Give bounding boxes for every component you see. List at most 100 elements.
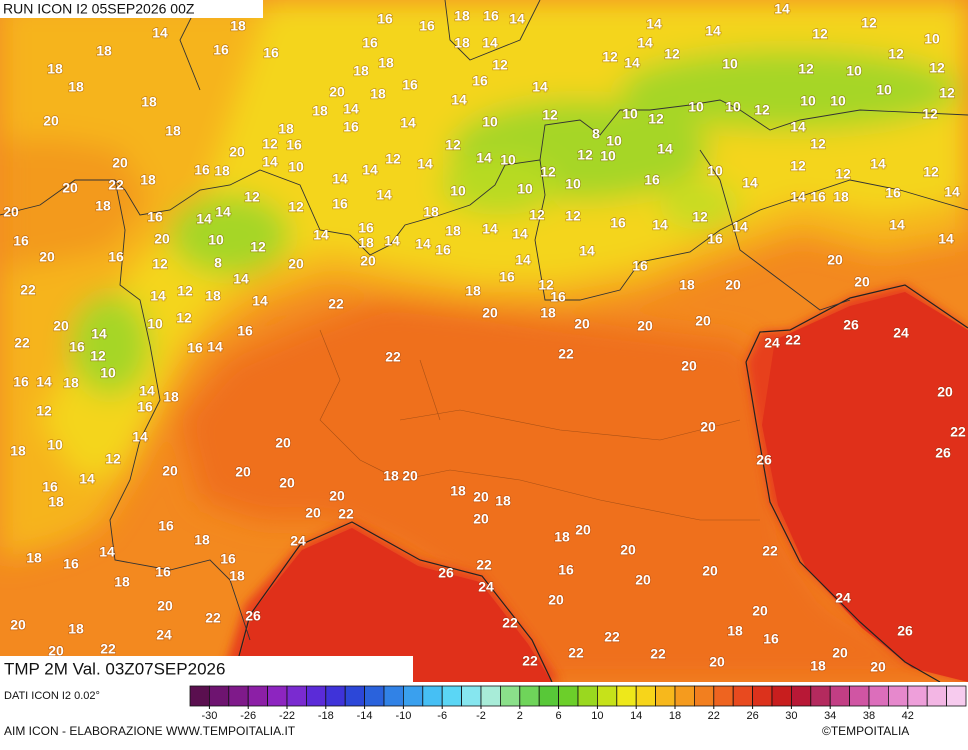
temp-label: 20 xyxy=(162,463,178,479)
colorbar-box xyxy=(888,685,909,707)
colorbar-label: -10 xyxy=(395,710,411,722)
colorbar-box xyxy=(655,685,676,707)
temp-label: 20 xyxy=(157,598,173,614)
colorbar-box xyxy=(519,685,540,707)
temp-label: 20 xyxy=(288,256,304,272)
temp-label: 24 xyxy=(764,335,780,351)
colorbar-box xyxy=(441,685,463,707)
temp-label: 20 xyxy=(402,468,418,484)
temp-label: 20 xyxy=(620,542,636,558)
colorbar-box xyxy=(538,685,560,707)
borders xyxy=(0,0,968,641)
temp-label: 14 xyxy=(400,115,416,131)
temp-label: 20 xyxy=(832,645,848,661)
temp-label: 24 xyxy=(156,627,172,643)
temp-label: 12 xyxy=(692,209,708,225)
temp-label: 22 xyxy=(604,629,620,645)
temp-label: 16 xyxy=(155,564,171,580)
colorbar-box xyxy=(810,685,831,707)
temp-label: 14 xyxy=(732,219,748,235)
colorbar-box xyxy=(791,685,812,707)
field-box xyxy=(0,656,413,682)
temp-label: 10 xyxy=(622,106,638,122)
colorbar-box xyxy=(480,685,501,707)
temp-label: 14 xyxy=(742,175,758,191)
temp-label: 10 xyxy=(606,133,622,149)
temp-label: 14 xyxy=(384,233,400,249)
temp-label: 18 xyxy=(10,443,26,459)
temp-label: 18 xyxy=(383,468,399,484)
temp-label: 22 xyxy=(950,424,966,440)
temp-label: 14 xyxy=(139,383,155,399)
temp-label: 18 xyxy=(370,86,386,102)
temp-label: 18 xyxy=(141,94,157,110)
temp-label: 10 xyxy=(722,56,738,72)
temp-label: 18 xyxy=(230,18,246,34)
temp-label: 16 xyxy=(558,562,574,578)
temp-label: 12 xyxy=(648,111,664,127)
run-title: RUN ICON I2 05SEP2026 00Z xyxy=(3,1,195,17)
temp-label: 12 xyxy=(810,136,826,152)
temp-label: 20 xyxy=(360,253,376,269)
temp-label: 14 xyxy=(657,141,673,157)
colorbar: -30 -26 -22 -18 -14 -10 -6 -2 2 6 10 14 18 22 26 30 34 38… xyxy=(189,685,967,722)
credit: AIM ICON - ELABORAZIONE WWW.TEMPOITALIA.… xyxy=(4,724,296,738)
temp-label: 26 xyxy=(843,317,859,333)
temp-label: 22 xyxy=(14,335,30,351)
temp-label: 14 xyxy=(944,184,960,200)
temp-label: 20 xyxy=(681,358,697,374)
temp-label: 14 xyxy=(476,150,492,166)
colorbar-box xyxy=(383,685,404,707)
temp-label: 16 xyxy=(194,162,210,178)
temp-label: 10 xyxy=(100,365,116,381)
temp-label: 16 xyxy=(707,231,723,247)
temp-label: 20 xyxy=(39,249,55,265)
temp-label: 20 xyxy=(752,603,768,619)
temp-label: 16 xyxy=(885,185,901,201)
temp-label: 14 xyxy=(252,293,268,309)
temp-label: 10 xyxy=(517,181,533,197)
colorbar-box xyxy=(325,685,346,707)
temp-label: 12 xyxy=(798,61,814,77)
temp-label: 16 xyxy=(69,339,85,355)
temp-label: 16 xyxy=(108,249,124,265)
temp-label: 10 xyxy=(707,163,723,179)
temp-label: 12 xyxy=(812,26,828,42)
colorbar-box xyxy=(286,685,307,707)
temp-label: 12 xyxy=(565,208,581,224)
temp-label: 16 xyxy=(377,11,393,27)
colorbar-label: 18 xyxy=(669,710,681,722)
temp-label: 18 xyxy=(205,288,221,304)
temp-label: 24 xyxy=(893,325,909,341)
temp-label: 22 xyxy=(558,346,574,362)
colorbar-box xyxy=(732,685,754,707)
temp-label: 20 xyxy=(637,318,653,334)
temp-label: 16 xyxy=(632,258,648,274)
temp-label: 10 xyxy=(500,152,516,168)
temp-label: 16 xyxy=(402,77,418,93)
temp-label: 14 xyxy=(196,211,212,227)
temp-label: 18 xyxy=(68,79,84,95)
temp-label: 18 xyxy=(554,529,570,545)
temp-label: 12 xyxy=(262,136,278,152)
temp-label: 16 xyxy=(286,137,302,153)
colorbar-label: -2 xyxy=(476,710,486,722)
temp-label: 18 xyxy=(833,189,849,205)
colorbar-label: -14 xyxy=(357,710,373,722)
temp-label: 24 xyxy=(835,590,851,606)
temp-label: 14 xyxy=(512,226,528,242)
colorbar-box xyxy=(713,685,734,707)
temp-label: 18 xyxy=(495,493,511,509)
temp-label: 16 xyxy=(472,73,488,89)
colorbar-box xyxy=(228,685,249,707)
temp-label: 20 xyxy=(702,563,718,579)
temp-label: 14 xyxy=(233,271,249,287)
temp-label: 10 xyxy=(482,114,498,130)
temp-label: 14 xyxy=(36,374,52,390)
temp-label: 10 xyxy=(830,93,846,109)
colorbar-label: -18 xyxy=(318,710,334,722)
temp-label: 22 xyxy=(502,615,518,631)
temp-label: 22 xyxy=(338,506,354,522)
